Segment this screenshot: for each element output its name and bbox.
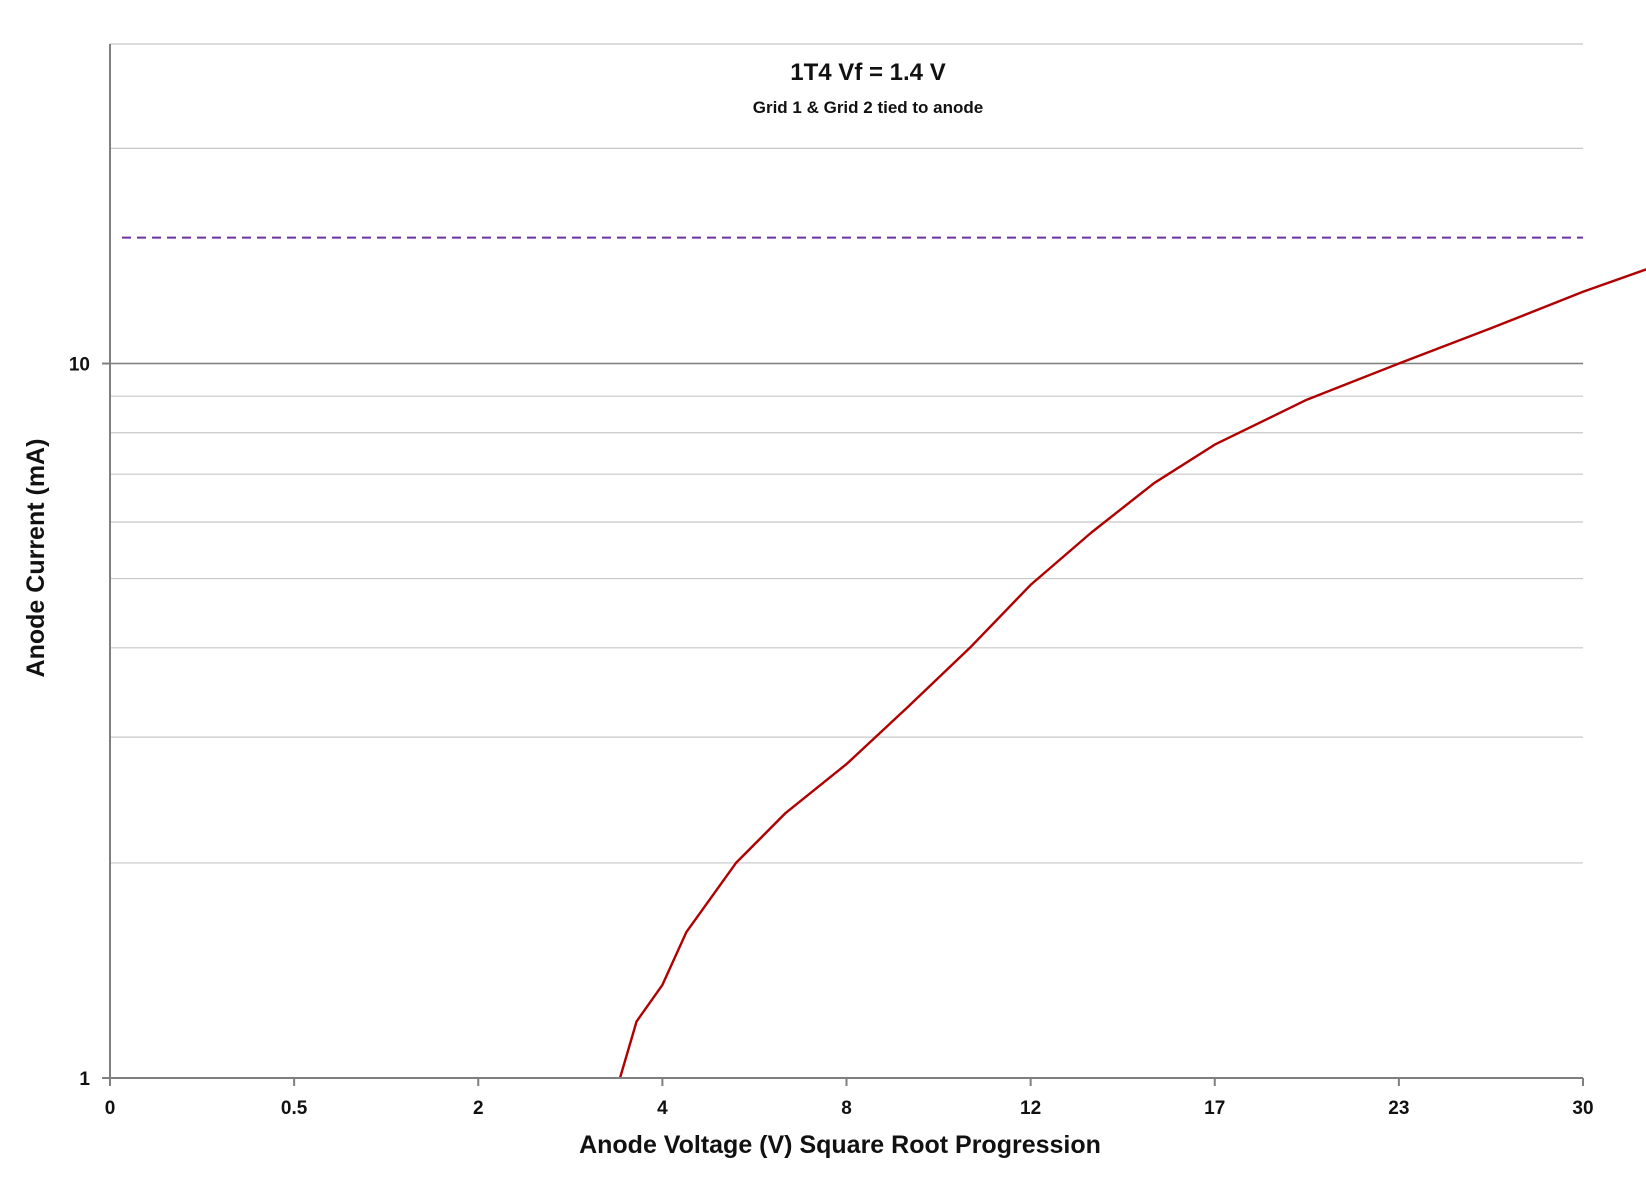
x-tick-label: 8 bbox=[841, 1098, 852, 1119]
axes bbox=[102, 44, 1584, 1086]
tick-labels: 0 0.5 2 4 8 12 17 23 30 1 10 bbox=[69, 354, 1594, 1119]
x-tick-label: 17 bbox=[1204, 1098, 1225, 1119]
x-axis-label: Anode Voltage (V) Square Root Progressio… bbox=[579, 1131, 1101, 1159]
x-tick-label: 23 bbox=[1388, 1098, 1409, 1119]
grid-lines bbox=[110, 43, 1583, 864]
chart-title: 1T4 Vf = 1.4 V bbox=[790, 59, 945, 86]
x-tick-label: 0 bbox=[105, 1098, 116, 1119]
x-tick-label: 12 bbox=[1020, 1098, 1041, 1119]
x-tick-label: 4 bbox=[657, 1098, 668, 1119]
y-axis-label: Anode Current (mA) bbox=[22, 439, 50, 678]
y-tick-label: 10 bbox=[69, 354, 90, 375]
series-line bbox=[618, 268, 1646, 1079]
x-tick-label: 30 bbox=[1572, 1098, 1593, 1119]
x-tick-label: 0.5 bbox=[281, 1098, 308, 1119]
chart-subtitle: Grid 1 & Grid 2 tied to anode bbox=[753, 98, 983, 117]
x-tick-label: 2 bbox=[473, 1098, 484, 1119]
data-series bbox=[618, 268, 1646, 1079]
y-tick-label: 1 bbox=[79, 1069, 90, 1090]
